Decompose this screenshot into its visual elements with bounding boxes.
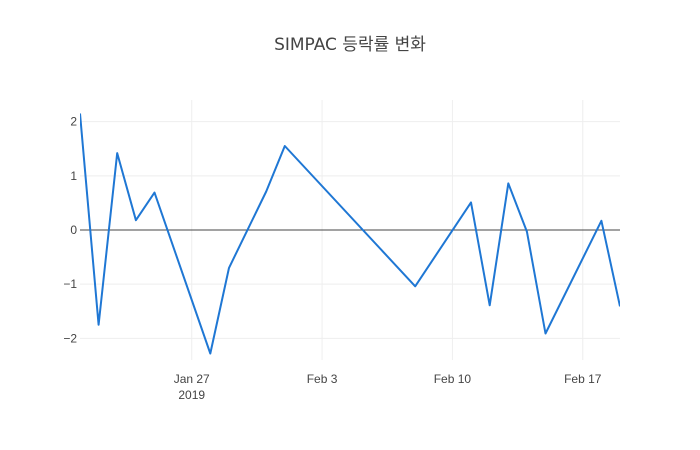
y-tick-label: −1 [63,277,77,291]
x-tick-sublabel: 2019 [178,388,205,402]
axis-layer: 2 1 0 −1 −2 Jan 27 2019 Feb 3 Feb 10 Feb 17 [63,115,601,402]
y-tick-label: 0 [70,223,77,237]
x-tick-label: Feb 17 [564,372,602,386]
y-tick-label: −2 [63,331,77,345]
grid-layer [80,100,620,360]
x-tick-label: Feb 10 [434,372,472,386]
y-tick-label: 1 [70,169,77,183]
chart-title: SIMPAC 등락률 변화 [274,35,426,55]
x-tick-label: Feb 3 [307,372,338,386]
y-tick-label: 2 [70,115,77,129]
series-layer [80,113,620,355]
series-line [80,113,620,355]
x-tick-label: Jan 27 [174,372,210,386]
